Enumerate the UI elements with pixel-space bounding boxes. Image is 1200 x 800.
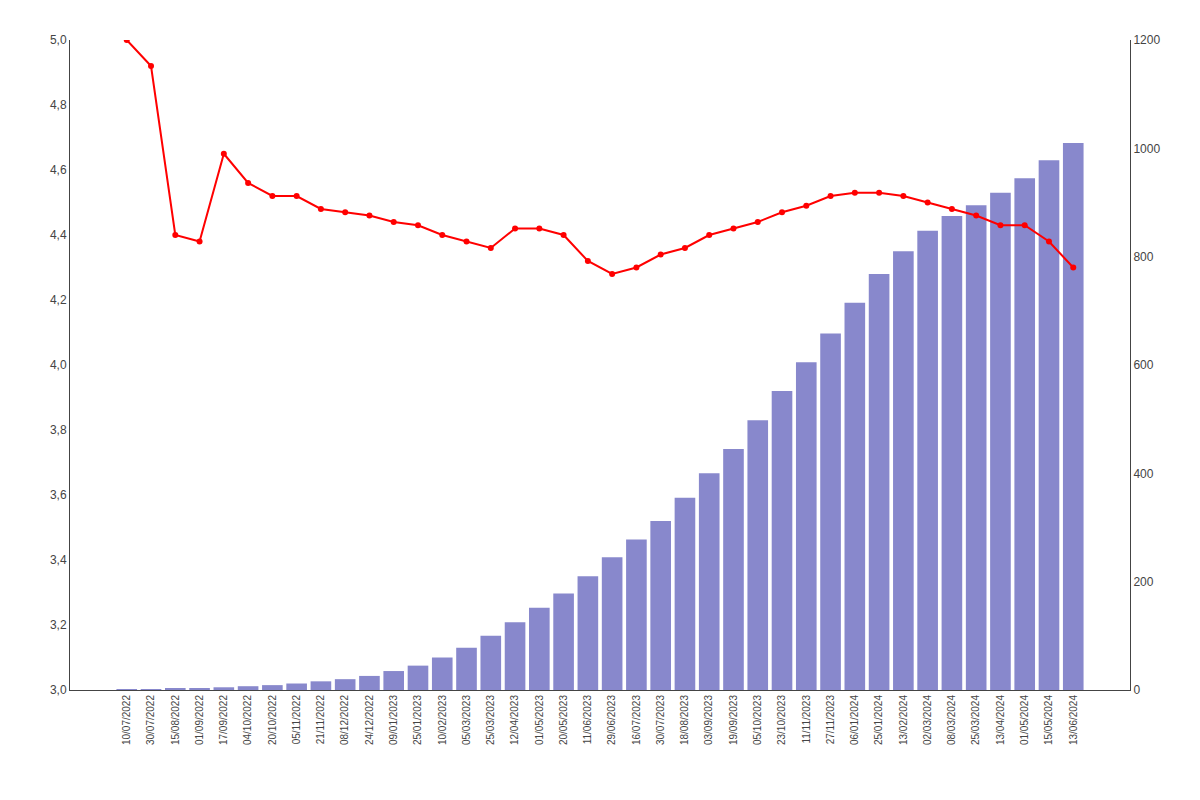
svg-text:13/04/2024: 13/04/2024 bbox=[995, 695, 1006, 745]
svg-text:24/12/2022: 24/12/2022 bbox=[364, 695, 375, 745]
svg-text:11/06/2023: 11/06/2023 bbox=[582, 695, 593, 745]
svg-text:03/09/2023: 03/09/2023 bbox=[703, 695, 714, 745]
svg-text:20/05/2023: 20/05/2023 bbox=[558, 695, 569, 745]
svg-text:1200: 1200 bbox=[1133, 33, 1160, 47]
svg-text:30/07/2023: 30/07/2023 bbox=[655, 695, 666, 745]
svg-text:4,0: 4,0 bbox=[50, 358, 67, 372]
svg-text:15/08/2022: 15/08/2022 bbox=[170, 695, 181, 745]
svg-text:25/01/2023: 25/01/2023 bbox=[412, 695, 423, 745]
svg-text:16/07/2023: 16/07/2023 bbox=[631, 695, 642, 745]
svg-text:1000: 1000 bbox=[1133, 142, 1160, 156]
svg-text:3,4: 3,4 bbox=[50, 553, 67, 567]
svg-text:25/03/2024: 25/03/2024 bbox=[970, 695, 981, 745]
svg-text:19/09/2023: 19/09/2023 bbox=[728, 695, 739, 745]
svg-text:4,8: 4,8 bbox=[50, 98, 67, 112]
svg-text:05/11/2022: 05/11/2022 bbox=[291, 695, 302, 745]
svg-text:3,8: 3,8 bbox=[50, 423, 67, 437]
svg-text:02/03/2024: 02/03/2024 bbox=[922, 695, 933, 745]
svg-text:3,2: 3,2 bbox=[50, 618, 67, 632]
svg-text:08/12/2022: 08/12/2022 bbox=[339, 695, 350, 745]
svg-text:01/05/2023: 01/05/2023 bbox=[534, 695, 545, 745]
svg-text:5,0: 5,0 bbox=[50, 33, 67, 47]
svg-text:15/05/2024: 15/05/2024 bbox=[1043, 695, 1054, 745]
svg-text:05/03/2023: 05/03/2023 bbox=[461, 695, 472, 745]
svg-text:800: 800 bbox=[1133, 250, 1153, 264]
svg-text:18/08/2023: 18/08/2023 bbox=[679, 695, 690, 745]
svg-text:06/01/2024: 06/01/2024 bbox=[849, 695, 860, 745]
svg-text:400: 400 bbox=[1133, 467, 1153, 481]
svg-text:3,0: 3,0 bbox=[50, 683, 67, 697]
svg-text:01/05/2024: 01/05/2024 bbox=[1019, 695, 1030, 745]
svg-text:23/10/2023: 23/10/2023 bbox=[776, 695, 787, 745]
svg-text:08/03/2024: 08/03/2024 bbox=[946, 695, 957, 745]
svg-text:200: 200 bbox=[1133, 575, 1153, 589]
svg-text:13/02/2024: 13/02/2024 bbox=[898, 695, 909, 745]
svg-text:4,4: 4,4 bbox=[50, 228, 67, 242]
svg-text:600: 600 bbox=[1133, 358, 1153, 372]
svg-text:29/06/2023: 29/06/2023 bbox=[606, 695, 617, 745]
svg-text:05/10/2023: 05/10/2023 bbox=[752, 695, 763, 745]
svg-text:30/07/2022: 30/07/2022 bbox=[145, 695, 156, 745]
svg-text:27/11/2023: 27/11/2023 bbox=[825, 695, 836, 745]
svg-text:4,6: 4,6 bbox=[50, 163, 67, 177]
svg-text:10/02/2023: 10/02/2023 bbox=[437, 695, 448, 745]
svg-text:20/10/2022: 20/10/2022 bbox=[267, 695, 278, 745]
svg-text:04/10/2022: 04/10/2022 bbox=[242, 695, 253, 745]
svg-text:10/07/2022: 10/07/2022 bbox=[121, 695, 132, 745]
svg-text:13/06/2024: 13/06/2024 bbox=[1068, 695, 1079, 745]
svg-text:12/04/2023: 12/04/2023 bbox=[509, 695, 520, 745]
svg-text:4,2: 4,2 bbox=[50, 293, 67, 307]
svg-text:0: 0 bbox=[1133, 683, 1140, 697]
svg-text:3,6: 3,6 bbox=[50, 488, 67, 502]
svg-text:09/01/2023: 09/01/2023 bbox=[388, 695, 399, 745]
svg-text:17/09/2022: 17/09/2022 bbox=[218, 695, 229, 745]
svg-text:25/03/2023: 25/03/2023 bbox=[485, 695, 496, 745]
svg-text:11/11/2023: 11/11/2023 bbox=[801, 695, 812, 744]
svg-text:25/01/2024: 25/01/2024 bbox=[873, 695, 884, 745]
svg-text:01/09/2022: 01/09/2022 bbox=[194, 695, 205, 745]
svg-text:21/11/2022: 21/11/2022 bbox=[315, 695, 326, 745]
